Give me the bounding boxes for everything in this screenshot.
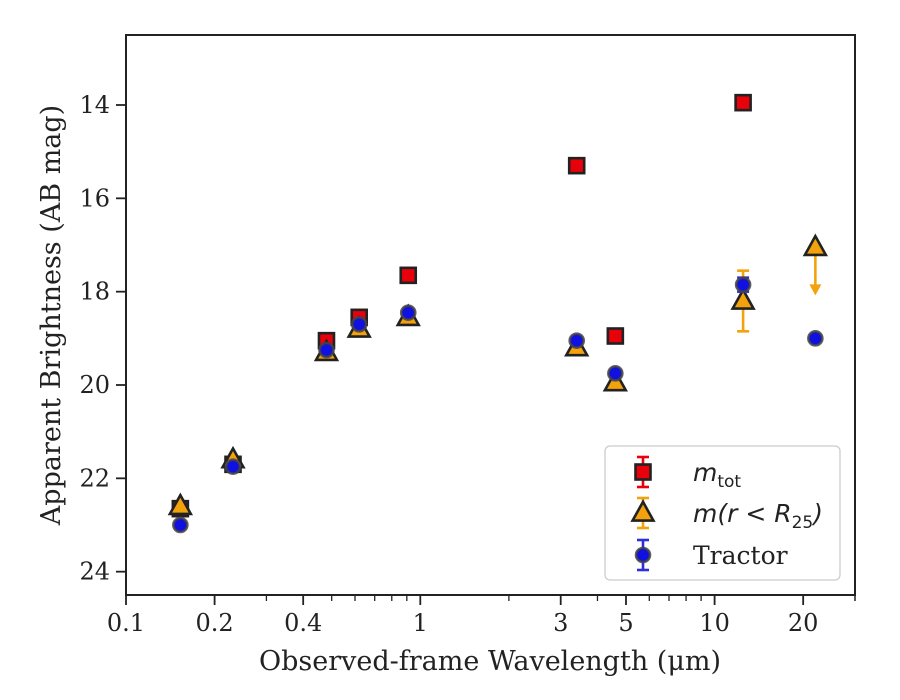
y-tick-label: 24 — [79, 558, 110, 586]
y-tick-label: 20 — [79, 371, 110, 399]
series-circle — [172, 276, 824, 534]
legend-entry: mtot — [634, 455, 741, 492]
legend: mtot m(r < R25) Tractor — [604, 445, 841, 581]
data-point — [807, 330, 824, 347]
upper-limit-arrowhead — [809, 284, 822, 296]
y-tick-label: 16 — [79, 184, 110, 212]
plot-frame — [125, 34, 856, 596]
x-tick-label: 0.4 — [284, 609, 322, 637]
x-tick-label: 1 — [413, 609, 428, 637]
legend-marker — [634, 546, 652, 564]
legend-label: m(r < R25) — [693, 499, 823, 533]
data-point — [399, 304, 417, 321]
legend-label: mtot — [693, 458, 741, 492]
data-point — [224, 458, 242, 475]
data-point — [350, 316, 368, 333]
y-axis-ticks: 14 16 18 20 22 24 — [79, 91, 126, 586]
x-tick-label: 3 — [553, 609, 568, 637]
x-axis-ticks: 0.1 0.2 0.4 1 3 5 10 20 — [107, 595, 856, 637]
data-point — [399, 266, 418, 285]
y-tick-label: 18 — [79, 278, 110, 306]
legend-entry: m(r < R25) — [630, 496, 823, 533]
x-tick-label: 0.2 — [196, 609, 234, 637]
x-axis-label: Observed-frame Wavelength (μm) — [259, 646, 721, 677]
x-tick-label: 20 — [788, 609, 819, 637]
data-point — [606, 327, 625, 345]
data-point — [802, 233, 829, 257]
data-point — [318, 341, 335, 359]
x-tick-label: 5 — [618, 609, 633, 637]
data-point — [567, 156, 586, 175]
legend-box — [604, 445, 841, 581]
y-tick-label: 22 — [79, 464, 110, 492]
legend-marker — [630, 499, 656, 522]
legend-entry: Tractor — [634, 538, 788, 572]
legend-label: Tractor — [693, 541, 788, 570]
data-point — [172, 516, 189, 534]
data-point — [730, 287, 756, 310]
plot-marks — [167, 93, 829, 534]
y-tick-label: 14 — [79, 91, 110, 119]
data-point — [734, 93, 752, 112]
x-tick-label: 0.1 — [107, 609, 145, 637]
data-point — [734, 276, 752, 293]
y-axis-label: Apparent Brightness (AB mag) — [36, 105, 67, 526]
data-point — [568, 332, 586, 349]
data-point — [167, 492, 194, 516]
data-point — [607, 365, 624, 382]
x-tick-label: 10 — [699, 609, 730, 637]
legend-marker — [634, 463, 652, 481]
